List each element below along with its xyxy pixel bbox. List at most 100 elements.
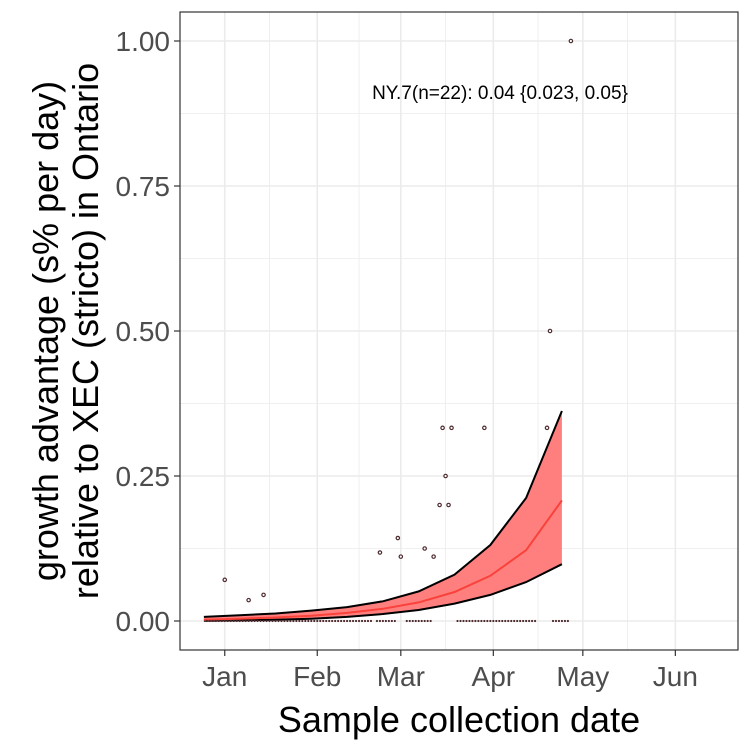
data-point-zero — [489, 619, 492, 623]
data-point — [449, 425, 454, 431]
data-point — [377, 550, 383, 555]
data-point-zero — [340, 619, 343, 623]
data-point-zero — [531, 619, 534, 623]
data-point-zero — [465, 619, 468, 623]
data-point — [431, 554, 436, 559]
data-point — [437, 502, 442, 508]
data-point-zero — [286, 619, 289, 623]
data-point — [443, 473, 448, 479]
data-point — [544, 425, 550, 431]
data-point — [398, 554, 404, 559]
data-point-zero — [510, 619, 513, 623]
data-point — [446, 502, 451, 508]
fit-line — [203, 499, 563, 621]
data-point-zero — [289, 619, 292, 623]
axis-ticks: 0.00 0.25 0.50 0.75 1.00 Jan Feb Mar Apr May Jun — [116, 26, 698, 692]
data-point-zero — [378, 619, 382, 623]
data-point-zero — [519, 619, 522, 623]
data-point-zero — [343, 619, 346, 623]
data-point-zero — [492, 619, 495, 623]
data-point-zero — [557, 619, 561, 623]
data-point-zero — [393, 619, 396, 623]
data-point-zero — [551, 619, 555, 623]
data-point-zero — [468, 619, 471, 623]
data-point-zero — [477, 619, 480, 623]
data-point-zero — [298, 619, 301, 623]
ribbon-upper-bound — [203, 410, 563, 618]
data-point-zero — [462, 619, 465, 623]
data-point-zero — [337, 619, 340, 623]
data-point-zero — [513, 619, 516, 623]
data-point-zero — [283, 619, 286, 623]
data-point-zero — [528, 619, 531, 623]
data-point-zero — [313, 619, 316, 623]
data-point-zero — [560, 619, 564, 623]
data-point-zero — [280, 619, 283, 623]
data-point-zero — [235, 619, 238, 623]
data-point-zero — [256, 619, 259, 623]
data-point-zero — [310, 619, 313, 623]
data-point-zero — [474, 619, 477, 623]
data-point-zero — [253, 619, 256, 623]
data-point-zero — [220, 619, 223, 623]
data-point — [222, 577, 228, 583]
data-point — [482, 425, 487, 431]
y-tick-label: 0.75 — [116, 171, 171, 202]
data-point-zero — [268, 619, 271, 623]
data-point-zero — [211, 619, 214, 623]
data-point-zero — [504, 619, 507, 623]
data-point-zero — [346, 619, 349, 623]
y-tick-label: 0.00 — [116, 606, 171, 637]
data-point-zero — [262, 619, 265, 623]
data-point-zero — [459, 619, 462, 623]
fit-line-group — [203, 499, 563, 621]
data-point-zero — [250, 619, 253, 623]
data-point — [395, 535, 401, 541]
data-point-zero — [316, 619, 319, 623]
data-point-zero — [566, 619, 570, 623]
data-point-zero — [426, 619, 429, 623]
data-point-zero — [384, 619, 387, 623]
data-point-zero — [471, 619, 474, 623]
data-point-zero — [325, 619, 328, 623]
data-point-zero — [208, 619, 211, 623]
data-point-zero — [334, 619, 337, 623]
data-point — [246, 597, 251, 603]
data-point-zero — [525, 619, 528, 623]
data-point-zero — [429, 619, 432, 623]
data-point-zero — [381, 619, 385, 623]
data-point-zero — [408, 619, 411, 623]
annotation-label: NY.7(n=22): 0.04 {0.023, 0.05} — [372, 83, 628, 104]
data-point-zero — [414, 619, 417, 623]
data-point-zero — [533, 619, 537, 623]
data-point-zero — [229, 619, 232, 623]
data-point-zero — [423, 619, 426, 623]
data-point-zero — [522, 619, 525, 623]
data-point-zero — [411, 619, 414, 623]
data-point-zero — [417, 619, 420, 623]
data-point-zero — [456, 619, 459, 623]
ribbon-fill — [203, 411, 562, 621]
data-point-zero — [265, 619, 268, 623]
data-point-zero — [205, 619, 208, 623]
data-point-zero — [495, 619, 498, 623]
data-point-zero — [390, 619, 393, 623]
data-point-zero — [554, 619, 558, 623]
data-point-zero — [232, 619, 235, 623]
data-point-zero — [357, 619, 361, 623]
data-point — [261, 592, 266, 598]
data-point-zero — [292, 619, 295, 623]
data-point-zero — [420, 619, 423, 623]
data-point-zero — [369, 619, 373, 623]
x-tick-label: May — [556, 661, 609, 692]
data-point-zero — [363, 619, 367, 623]
data-point-zero — [563, 619, 567, 623]
data-point-zero — [304, 619, 307, 623]
x-axis-title: Sample collection date — [278, 699, 640, 740]
data-point-zero — [247, 619, 250, 623]
data-point — [568, 38, 574, 44]
data-points — [205, 38, 574, 623]
grid — [180, 12, 738, 650]
data-point-zero — [331, 619, 334, 623]
